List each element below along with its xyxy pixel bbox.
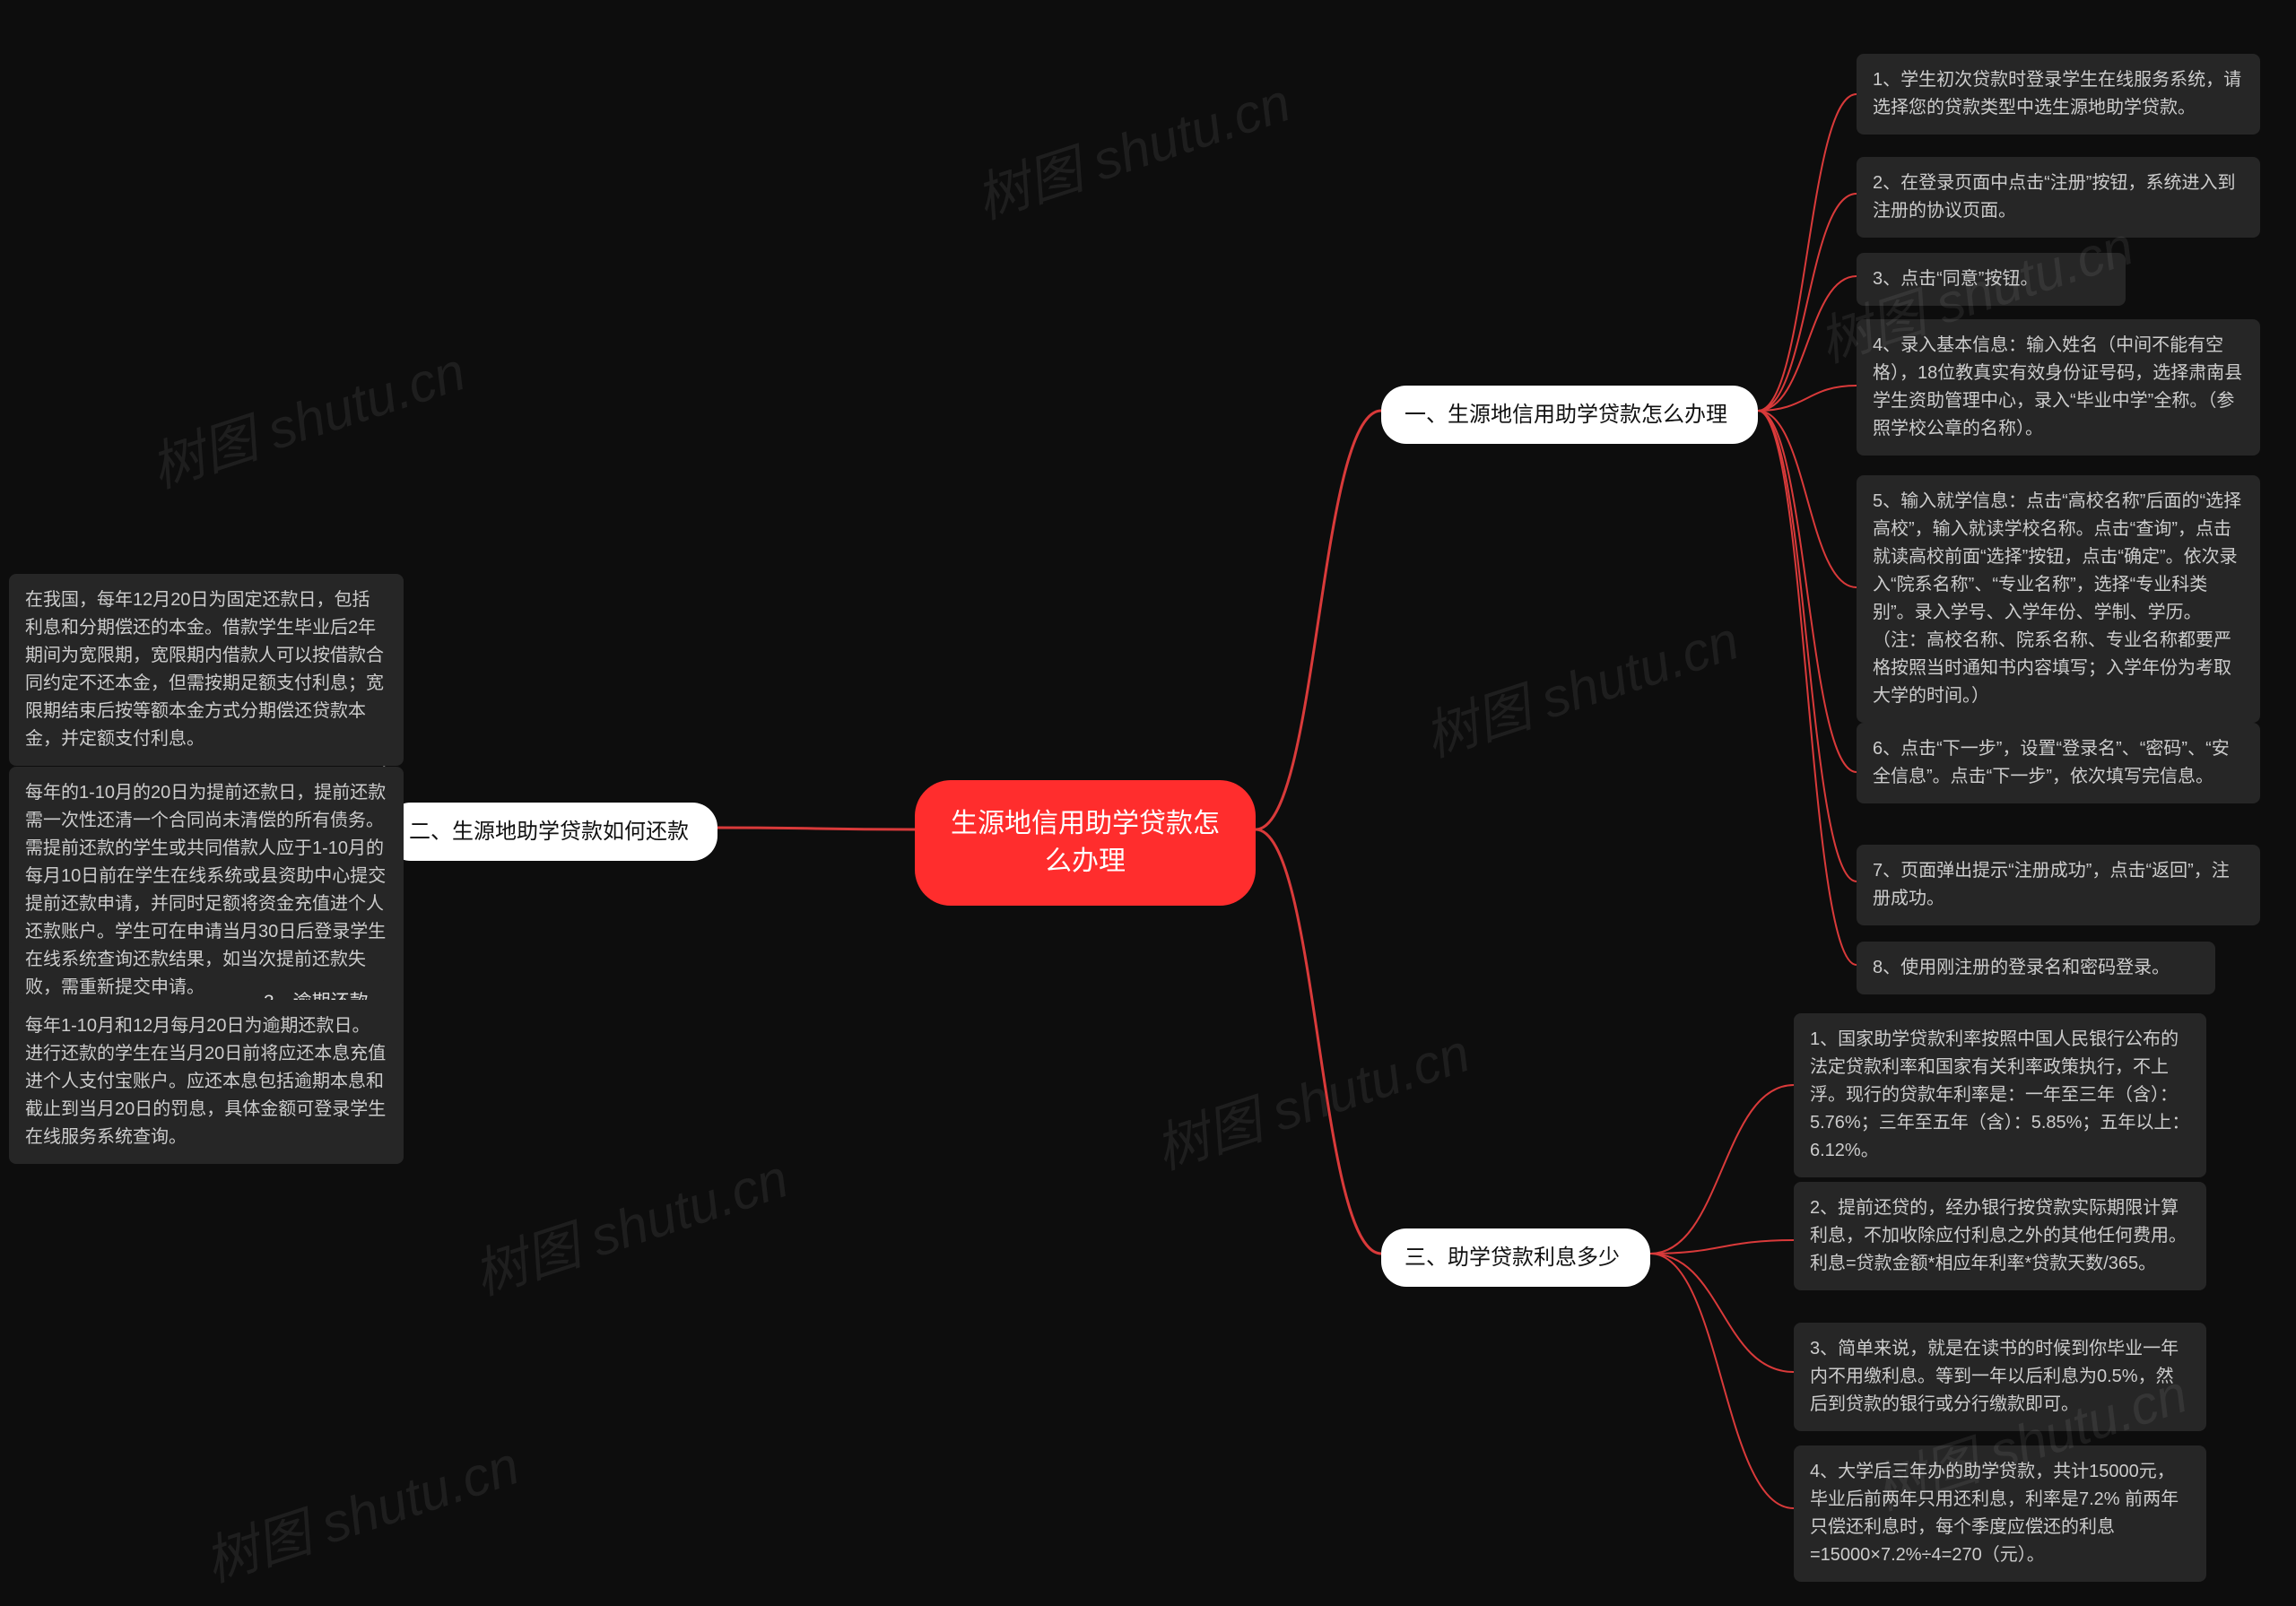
leaf-node: 8、使用刚注册的登录名和密码登录。 bbox=[1857, 942, 2215, 994]
branch-node[interactable]: 一、生源地信用助学贷款怎么办理 bbox=[1381, 386, 1758, 444]
leaf-node: 6、点击“下一步”，设置“登录名”、“密码”、“安全信息”。点击“下一步”，依次… bbox=[1857, 723, 2260, 803]
leaf-node: 每年1-10月和12月每月20日为逾期还款日。进行还款的学生在当月20日前将应还… bbox=[9, 1000, 404, 1164]
leaf-node: 3、点击“同意”按钮。 bbox=[1857, 253, 2126, 306]
watermark: 树图 shutu.cn bbox=[1144, 1010, 1478, 1185]
leaf-node: 4、大学后三年办的助学贷款，共计15000元，毕业后前两年只用还利息，利率是7.… bbox=[1794, 1445, 2206, 1582]
watermark: 树图 shutu.cn bbox=[139, 328, 474, 503]
leaf-node: 2、提前还贷的，经办银行按贷款实际期限计算利息，不加收除应付利息之外的其他任何费… bbox=[1794, 1182, 2206, 1290]
leaf-node: 在我国，每年12月20日为固定还款日，包括利息和分期偿还的本金。借款学生毕业后2… bbox=[9, 574, 404, 766]
leaf-node: 1、国家助学贷款利率按照中国人民银行公布的法定贷款利率和国家有关利率政策执行，不… bbox=[1794, 1013, 2206, 1177]
watermark: 树图 shutu.cn bbox=[964, 59, 1299, 234]
branch-node[interactable]: 二、生源地助学贷款如何还款 bbox=[386, 803, 718, 861]
root-node[interactable]: 生源地信用助学贷款怎么办理 bbox=[915, 780, 1256, 906]
watermark: 树图 shutu.cn bbox=[462, 1135, 796, 1310]
leaf-node: 7、页面弹出提示“注册成功”，点击“返回”，注册成功。 bbox=[1857, 845, 2260, 925]
branch-node[interactable]: 三、助学贷款利息多少 bbox=[1381, 1228, 1650, 1287]
leaf-node: 3、简单来说，就是在读书的时候到你毕业一年内不用缴利息。等到一年以后利息为0.5… bbox=[1794, 1323, 2206, 1431]
watermark: 树图 shutu.cn bbox=[193, 1422, 527, 1597]
leaf-node: 4、录入基本信息：输入姓名（中间不能有空格），18位教真实有效身份证号码，选择肃… bbox=[1857, 319, 2260, 456]
watermark: 树图 shutu.cn bbox=[1413, 597, 1747, 772]
leaf-node: 2、在登录页面中点击“注册”按钮，系统进入到注册的协议页面。 bbox=[1857, 157, 2260, 238]
leaf-node: 5、输入就学信息：点击“高校名称”后面的“选择高校”，输入就读学校名称。点击“查… bbox=[1857, 475, 2260, 723]
leaf-node: 1、学生初次贷款时登录学生在线服务系统，请选择您的贷款类型中选生源地助学贷款。 bbox=[1857, 54, 2260, 135]
